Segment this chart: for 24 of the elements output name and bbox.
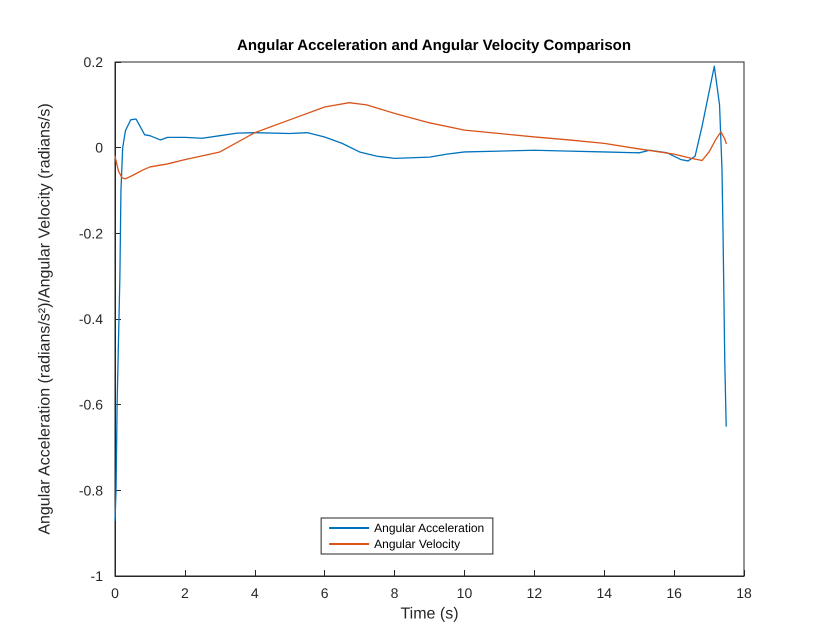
y-tick-label: -1 bbox=[90, 568, 104, 584]
line-series bbox=[114, 66, 727, 521]
y-tick-label: 0 bbox=[95, 140, 104, 156]
y-tick-label: -0.6 bbox=[78, 396, 104, 413]
legend-label: Angular Velocity bbox=[374, 537, 460, 551]
x-tick-label: 8 bbox=[390, 585, 399, 601]
y-tick-label: 0.2 bbox=[84, 54, 104, 70]
x-tick-label: 18 bbox=[736, 585, 752, 601]
y-tick-label: -0.8 bbox=[78, 482, 104, 498]
legend-label: Angular Acceleration bbox=[374, 521, 484, 535]
y-axis-title: Angular Acceleration (radians/s²)/Angular Velocity (radians/s) bbox=[36, 103, 54, 535]
line-series bbox=[114, 102, 727, 180]
x-tick-label: 0 bbox=[111, 585, 120, 601]
y-tick-label: -0.4 bbox=[78, 311, 104, 327]
x-tick-label: 16 bbox=[666, 585, 682, 601]
x-tick-label: 2 bbox=[180, 585, 189, 601]
x-tick-label: 12 bbox=[526, 585, 542, 601]
x-tick-label: 10 bbox=[456, 585, 472, 601]
x-tick-label: 6 bbox=[320, 585, 329, 601]
y-tick-label: -0.2 bbox=[78, 225, 104, 242]
x-axis-title: Time (s) bbox=[400, 606, 459, 622]
x-tick-label: 14 bbox=[596, 585, 612, 601]
x-tick-label: 4 bbox=[250, 585, 259, 601]
chart-title: Angular Acceleration and Angular Velocity Comparison bbox=[237, 37, 631, 54]
